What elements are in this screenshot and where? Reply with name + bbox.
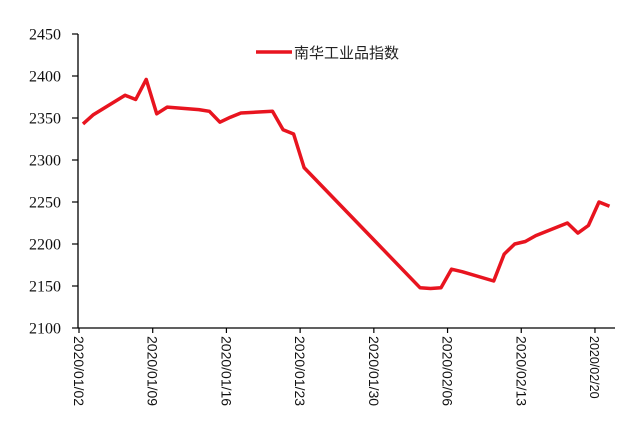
y-tick-label: 2150	[29, 279, 61, 296]
x-tick-label: 2020/01/30	[366, 336, 382, 406]
y-tick-label: 2400	[29, 69, 61, 86]
legend-label: 南华工业品指数	[294, 44, 399, 62]
x-tick-label: 2020/01/09	[145, 336, 161, 406]
x-tick-label: 2020/01/23	[292, 336, 308, 406]
x-tick-label: 2020/01/02	[71, 336, 87, 406]
series-polyline	[81, 77, 611, 291]
x-tick-label: 2020/01/16	[218, 336, 234, 406]
y-tick-label: 2100	[29, 321, 61, 338]
x-tick-label: 2020/02/13	[513, 336, 529, 406]
x-tick-label: 2020/02/20	[587, 336, 601, 399]
x-axis: 2020/01/02 2020/01/09 2020/01/16 2020/01/23…	[71, 327, 615, 406]
y-tick-label: 2350	[29, 111, 61, 128]
series-line	[81, 77, 611, 291]
y-axis: 2100 2150 2200 2250 2300 2350 2400 2450	[29, 27, 79, 338]
y-tick-label: 2250	[29, 195, 61, 212]
y-tick-label: 2450	[29, 27, 61, 44]
y-tick-label: 2200	[29, 237, 61, 254]
y-tick-label: 2300	[29, 153, 61, 170]
x-tick-label: 2020/02/06	[440, 336, 456, 406]
legend: 南华工业品指数	[256, 44, 399, 62]
